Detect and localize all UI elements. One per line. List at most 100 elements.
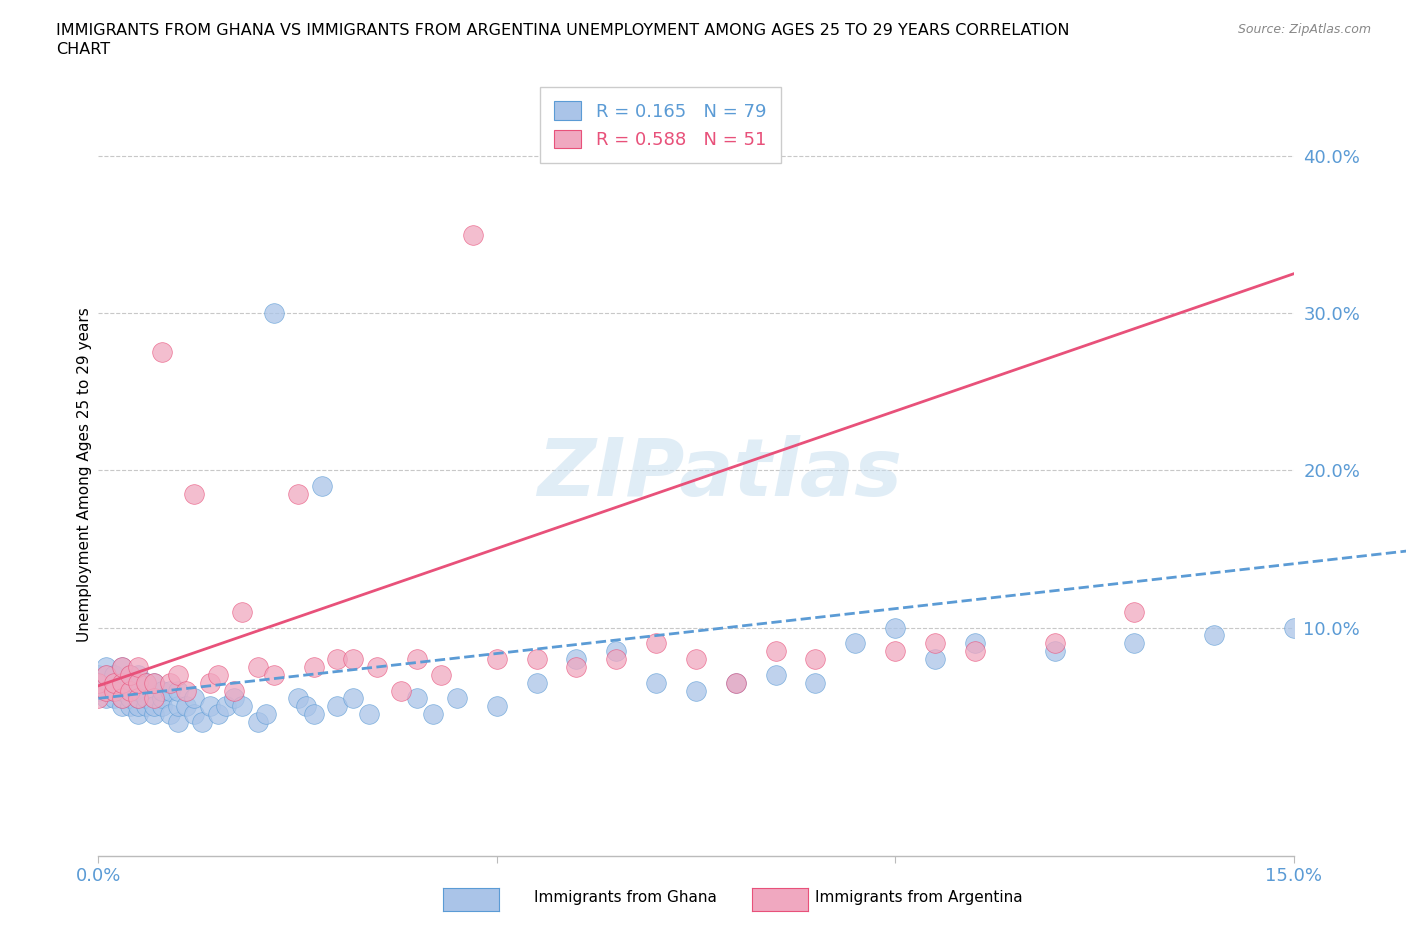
Point	[605, 644, 627, 658]
Point	[254, 707, 277, 722]
Point	[430, 668, 453, 683]
Point	[127, 683, 149, 698]
Point	[111, 691, 134, 706]
Point	[1123, 604, 1146, 619]
Point	[963, 644, 986, 658]
Point	[135, 698, 157, 713]
Point	[103, 668, 125, 683]
Point	[127, 675, 149, 690]
Point	[765, 644, 787, 658]
Point	[302, 707, 325, 722]
Point	[406, 652, 429, 667]
Point	[96, 683, 118, 698]
Point	[207, 668, 229, 683]
Point	[127, 698, 149, 713]
Point	[485, 652, 508, 667]
Point	[111, 675, 134, 690]
Point	[96, 659, 118, 674]
Point	[765, 668, 787, 683]
Point	[446, 691, 468, 706]
Point	[127, 707, 149, 722]
Point	[87, 675, 110, 690]
Point	[724, 675, 747, 690]
Point	[103, 683, 125, 698]
Point	[231, 698, 253, 713]
Point	[111, 691, 134, 706]
Text: Source: ZipAtlas.com: Source: ZipAtlas.com	[1237, 23, 1371, 36]
Point	[120, 668, 142, 683]
Point	[287, 691, 309, 706]
Point	[342, 691, 364, 706]
Point	[127, 659, 149, 674]
Point	[120, 668, 142, 683]
Point	[207, 707, 229, 722]
Point	[150, 683, 173, 698]
Point	[1202, 628, 1225, 643]
Point	[174, 683, 197, 698]
Point	[143, 675, 166, 690]
Point	[406, 691, 429, 706]
Point	[645, 636, 668, 651]
Point	[526, 652, 548, 667]
Text: Immigrants from Argentina: Immigrants from Argentina	[815, 890, 1024, 905]
Point	[565, 659, 588, 674]
Point	[167, 683, 190, 698]
Point	[963, 636, 986, 651]
Point	[198, 675, 221, 690]
Point	[143, 691, 166, 706]
Text: Immigrants from Ghana: Immigrants from Ghana	[534, 890, 717, 905]
Point	[103, 683, 125, 698]
Point	[159, 707, 181, 722]
Point	[96, 683, 118, 698]
Point	[87, 683, 110, 698]
Point	[804, 675, 827, 690]
Point	[143, 675, 166, 690]
Point	[150, 698, 173, 713]
Point	[342, 652, 364, 667]
Point	[183, 691, 205, 706]
Point	[87, 668, 110, 683]
Point	[111, 675, 134, 690]
Point	[120, 691, 142, 706]
Point	[127, 691, 149, 706]
Point	[222, 683, 245, 698]
Point	[1043, 636, 1066, 651]
Point	[924, 652, 946, 667]
Point	[215, 698, 238, 713]
Point	[263, 306, 285, 321]
Point	[461, 227, 484, 242]
Point	[311, 479, 333, 494]
Point	[120, 683, 142, 698]
Point	[685, 683, 707, 698]
Point	[135, 675, 157, 690]
Point	[924, 636, 946, 651]
Text: CHART: CHART	[56, 42, 110, 57]
Point	[111, 698, 134, 713]
Point	[111, 659, 134, 674]
Text: ZIPatlas: ZIPatlas	[537, 435, 903, 513]
Point	[159, 683, 181, 698]
Point	[111, 659, 134, 674]
Point	[191, 714, 214, 729]
Point	[183, 707, 205, 722]
Point	[174, 698, 197, 713]
Point	[96, 675, 118, 690]
Point	[150, 345, 173, 360]
Legend: R = 0.165   N = 79, R = 0.588   N = 51: R = 0.165 N = 79, R = 0.588 N = 51	[540, 86, 780, 164]
Point	[159, 675, 181, 690]
Point	[120, 675, 142, 690]
Point	[605, 652, 627, 667]
Point	[103, 691, 125, 706]
Point	[1282, 620, 1305, 635]
Point	[87, 675, 110, 690]
Point	[565, 652, 588, 667]
Point	[120, 698, 142, 713]
Point	[143, 698, 166, 713]
Point	[222, 691, 245, 706]
Point	[485, 698, 508, 713]
Point	[326, 652, 349, 667]
Point	[685, 652, 707, 667]
Point	[326, 698, 349, 713]
Point	[103, 675, 125, 690]
Point	[645, 675, 668, 690]
